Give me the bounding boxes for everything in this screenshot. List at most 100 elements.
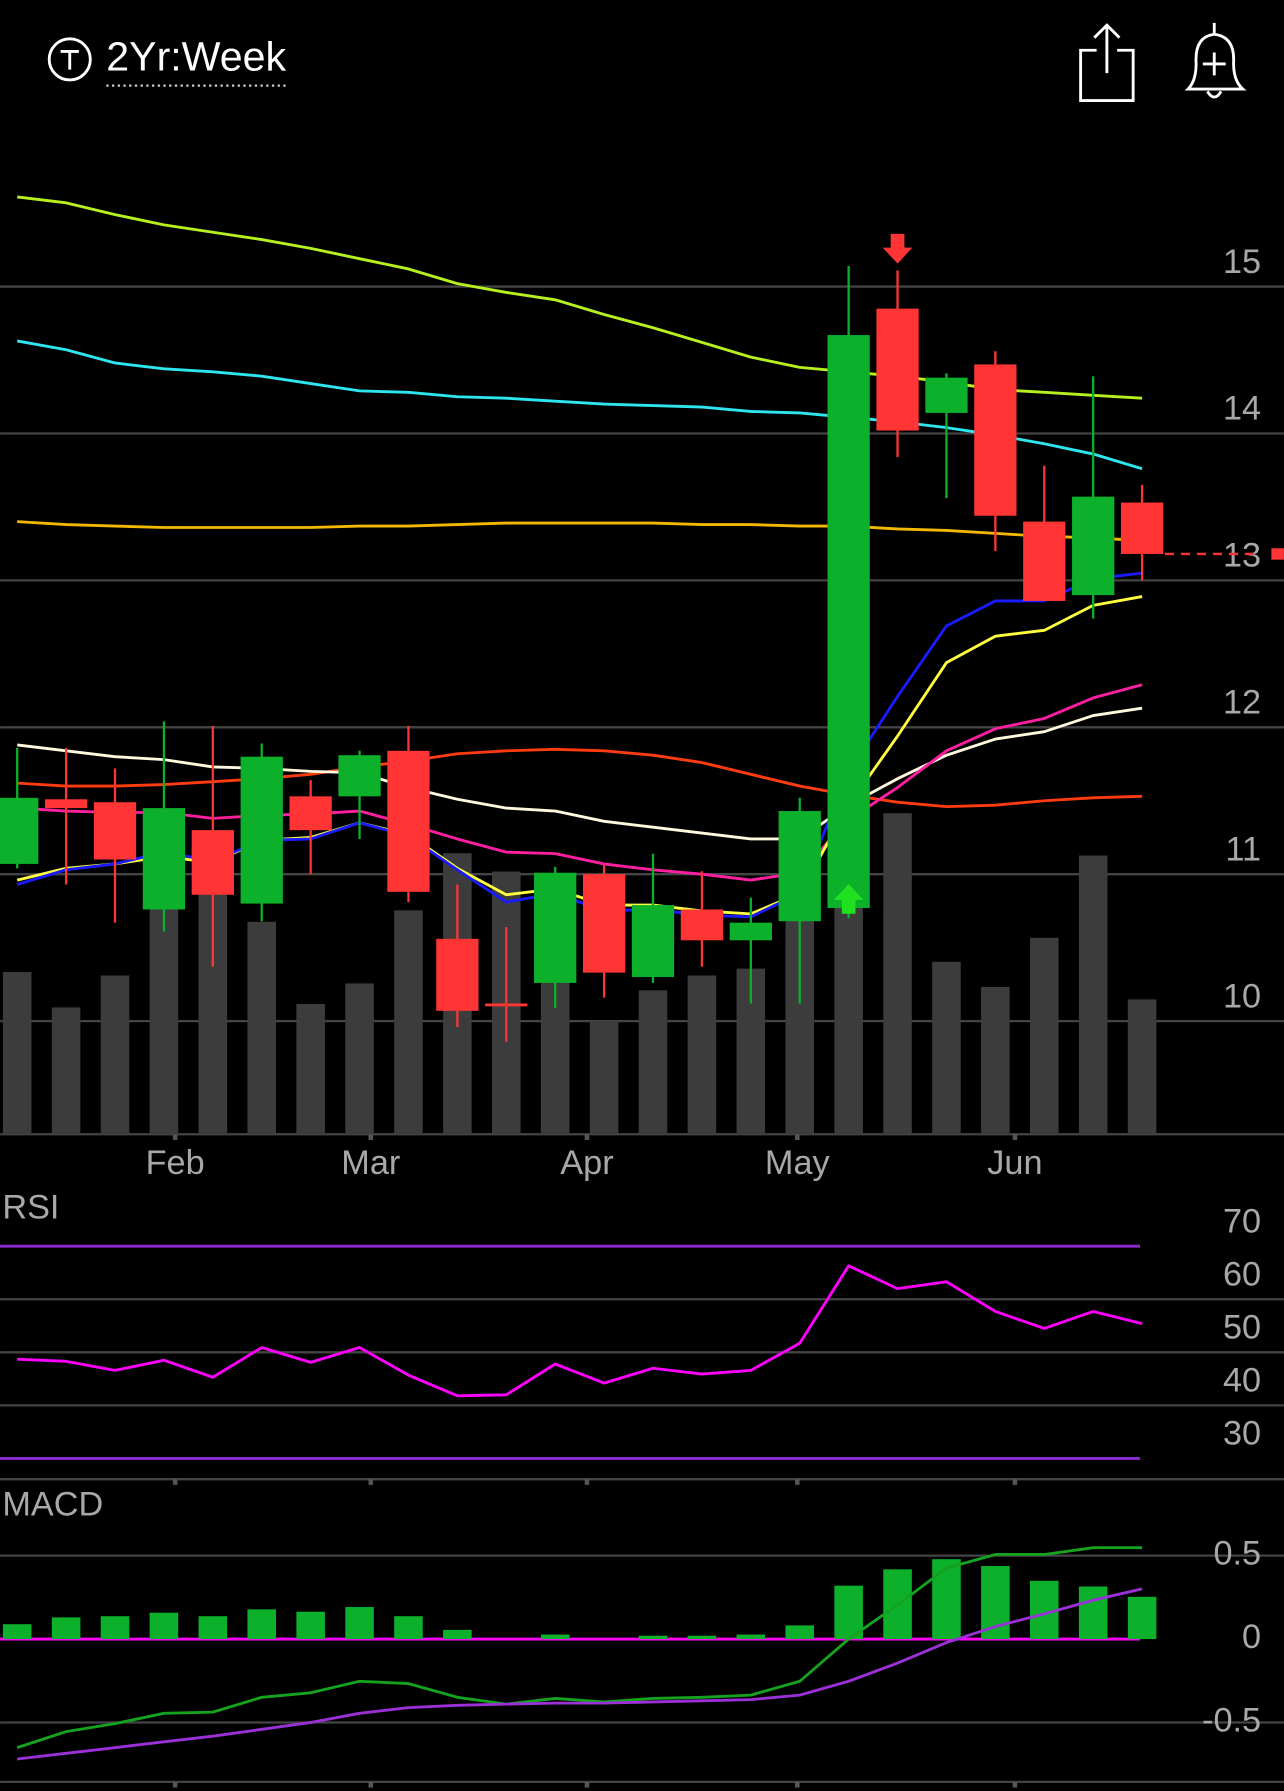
y-tick-label: 15 <box>1223 243 1261 281</box>
y-tick-label: 0.5 <box>1213 1535 1261 1573</box>
volume-bar <box>2 972 32 1135</box>
volume-bar <box>51 1007 81 1135</box>
panel-title: MACD <box>2 1486 103 1524</box>
y-tick-label: 60 <box>1223 1255 1261 1293</box>
y-tick-label: 50 <box>1223 1309 1261 1347</box>
candle-body <box>582 874 626 973</box>
ticker-icon <box>47 37 92 82</box>
y-tick-label: -0.5 <box>1202 1702 1261 1740</box>
histogram-bar <box>443 1629 472 1640</box>
candle-body <box>142 808 186 910</box>
histogram-bar <box>2 1624 32 1640</box>
x-tick-label: Jun <box>987 1144 1042 1182</box>
period-selector[interactable]: 2Yr:Week <box>47 33 287 87</box>
candle-body <box>485 1003 528 1007</box>
y-tick-label: 11 <box>1226 830 1262 868</box>
indicator-line <box>17 1264 1143 1398</box>
candle-body <box>876 308 919 431</box>
candle-body <box>974 364 1017 516</box>
y-tick-label: 70 <box>1223 1202 1261 1240</box>
candle-body <box>925 377 968 413</box>
candle-body <box>680 909 724 941</box>
histogram-bar <box>1078 1586 1108 1640</box>
candle-body <box>289 796 332 831</box>
volume-bar <box>1078 855 1108 1135</box>
histogram-bar <box>785 1625 815 1640</box>
candle-body <box>1120 502 1164 554</box>
histogram-bar <box>345 1607 374 1640</box>
moving-average <box>17 520 1143 543</box>
histogram-bar <box>100 1616 130 1640</box>
y-tick-label: 40 <box>1223 1362 1261 1400</box>
moving-average <box>16 339 1143 471</box>
histogram-bar <box>51 1617 81 1640</box>
volume-bar <box>1127 999 1157 1135</box>
histogram-bar <box>736 1634 766 1640</box>
panel-title: RSI <box>2 1189 59 1227</box>
moving-average <box>17 683 1143 882</box>
candle-body <box>534 872 577 983</box>
histogram-bar <box>981 1565 1010 1640</box>
histogram-bar <box>198 1616 228 1640</box>
bell-icon <box>1184 32 1247 91</box>
y-tick-label: 30 <box>1223 1415 1261 1453</box>
alert-button[interactable] <box>1184 22 1247 99</box>
histogram-bar <box>296 1611 325 1640</box>
moving-average <box>17 747 1143 809</box>
panel: 10 11 12 13 14 15 Feb Mar Apr May Jun <box>0 195 1284 1182</box>
candle-body <box>240 756 283 904</box>
ticker-icon-letter <box>60 49 79 70</box>
candle-body <box>436 938 479 1011</box>
sell-signal <box>882 233 913 264</box>
candle-body <box>631 905 675 978</box>
share-icon-box <box>1079 48 1135 102</box>
candle-body <box>1023 521 1066 601</box>
share-icon-arrow <box>1093 23 1121 74</box>
buy-signal <box>833 884 864 914</box>
candle-body <box>387 750 430 892</box>
candle-body <box>0 797 39 864</box>
volume-bar <box>149 894 179 1135</box>
moving-average <box>17 706 1143 841</box>
y-tick-label: 14 <box>1223 390 1261 428</box>
candle-body <box>93 802 137 860</box>
bell-icon-plus <box>1202 22 1226 99</box>
volume-bar <box>394 910 423 1135</box>
candle-body <box>338 755 381 797</box>
last-price-marker <box>1271 548 1284 560</box>
candle-body <box>778 811 821 922</box>
histogram-bar <box>687 1635 717 1640</box>
y-tick-label: 0 <box>1242 1618 1261 1656</box>
volume-bar <box>1029 937 1059 1135</box>
volume-bar <box>834 882 863 1135</box>
indicator-line <box>16 1546 1143 1750</box>
volume-bar <box>589 1021 619 1135</box>
volume-bar <box>247 921 277 1135</box>
y-tick-label: 12 <box>1223 683 1261 721</box>
histogram-bar <box>247 1609 277 1640</box>
histogram-bar <box>834 1585 863 1640</box>
volume-bar <box>687 975 717 1135</box>
volume-bar <box>932 961 961 1135</box>
volume-bar <box>100 975 130 1135</box>
candle-body <box>44 799 88 809</box>
histogram-bar <box>1127 1596 1157 1640</box>
y-tick-label: 10 <box>1223 977 1261 1015</box>
volume-bar <box>638 990 668 1135</box>
x-tick-label: May <box>765 1144 831 1182</box>
volume-bar <box>883 813 912 1135</box>
volume-bar <box>345 983 374 1135</box>
share-button[interactable] <box>1079 23 1135 102</box>
candle-body <box>729 922 772 941</box>
x-tick-label: Apr <box>560 1144 613 1182</box>
y-tick-label: 13 <box>1223 537 1261 575</box>
x-tick-label: Mar <box>341 1144 400 1182</box>
period-label: 2Yr:Week <box>106 33 286 79</box>
panel: -0.5 0 0.5 MACD <box>0 1486 1284 1788</box>
volume-bar <box>296 1004 325 1135</box>
x-tick-label: Feb <box>146 1144 205 1182</box>
indicator-line <box>17 1587 1143 1761</box>
histogram-bar <box>638 1635 668 1640</box>
histogram-bar <box>932 1559 961 1640</box>
